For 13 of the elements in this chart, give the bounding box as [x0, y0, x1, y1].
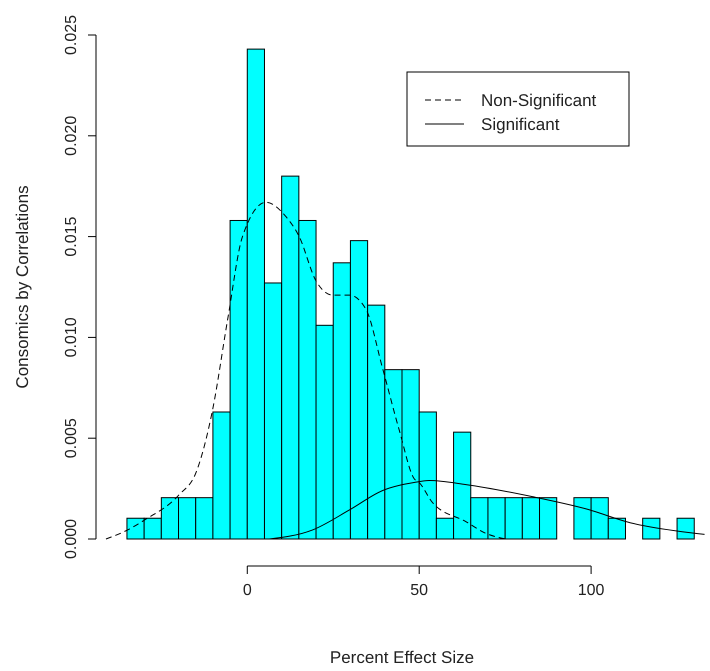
legend-label: Significant — [481, 115, 560, 134]
x-tick-label: 50 — [410, 582, 428, 599]
y-tick-label: 0.025 — [63, 14, 80, 56]
y-axis-title: Consomics by Correlations — [13, 185, 32, 389]
y-tick-label: 0.010 — [63, 317, 80, 358]
y-tick-label: 0.015 — [63, 216, 80, 257]
y-tick-label: 0.005 — [63, 418, 80, 458]
y-tick-label: 0.020 — [63, 116, 80, 156]
legend-label: Non-Significant — [481, 91, 597, 110]
y-tick-label: 0.000 — [63, 518, 80, 560]
x-tick-label: 100 — [578, 582, 605, 599]
x-axis-title: Percent Effect Size — [330, 648, 474, 667]
x-tick-label: 0 — [242, 582, 252, 599]
